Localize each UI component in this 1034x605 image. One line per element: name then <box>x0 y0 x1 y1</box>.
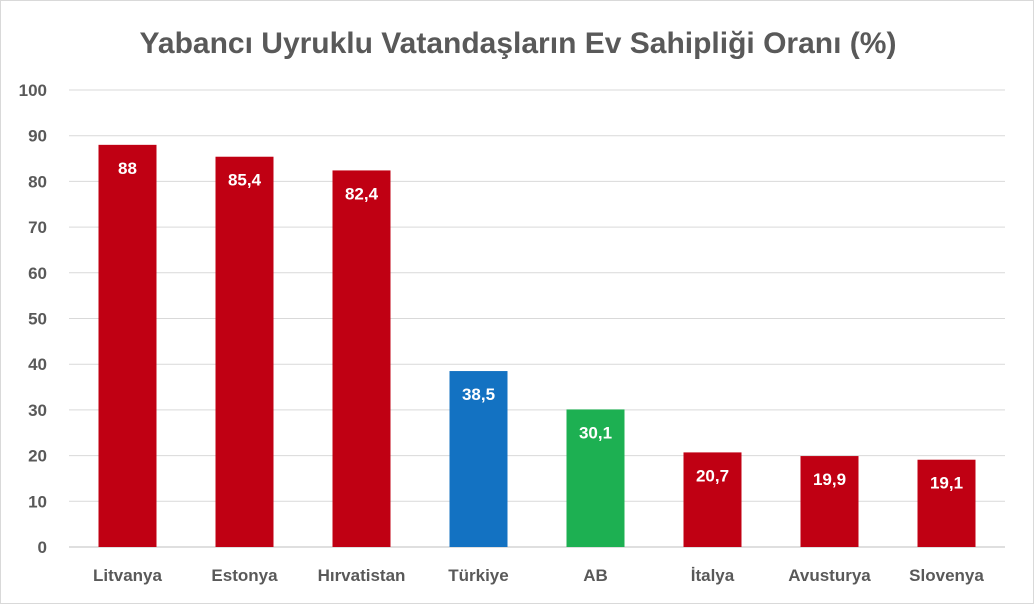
bar-ab <box>566 409 625 547</box>
data-label: 19,9 <box>813 470 846 489</box>
y-tick-label: 80 <box>28 172 47 191</box>
y-tick-label: 50 <box>28 310 47 329</box>
category-label: Hırvatistan <box>318 566 406 585</box>
data-label: 38,5 <box>462 385 495 404</box>
chart-title: Yabancı Uyruklu Vatandaşların Ev Sahipli… <box>140 27 897 60</box>
data-label: 30,1 <box>579 423 612 442</box>
data-label: 85,4 <box>228 171 262 190</box>
category-label: Slovenya <box>909 566 984 585</box>
bar-i̇talya <box>683 452 742 547</box>
data-labels: 88 85,4 82,4 38,5 30,1 20,7 19,9 19,1 <box>118 159 963 493</box>
category-label: İtalya <box>691 566 735 585</box>
data-label: 82,4 <box>345 184 379 203</box>
category-label: Türkiye <box>448 566 508 585</box>
bar-türkiye <box>449 371 508 547</box>
gridlines <box>69 89 1005 548</box>
y-tick-label: 90 <box>28 127 47 146</box>
bar-litvanya <box>98 144 157 547</box>
y-tick-label: 60 <box>28 264 47 283</box>
y-tick-label: 10 <box>28 492 47 511</box>
bar-avusturya <box>800 456 859 547</box>
y-tick-label: 100 <box>19 81 47 100</box>
data-label: 19,1 <box>930 474 963 493</box>
category-label: AB <box>583 566 608 585</box>
category-label: Avusturya <box>788 566 871 585</box>
y-tick-label: 70 <box>28 218 47 237</box>
category-label: Estonya <box>211 566 278 585</box>
bar-slovenya <box>917 459 976 547</box>
x-axis-category-labels: Litvanya Estonya Hırvatistan Türkiye AB İtaly… <box>93 566 984 585</box>
category-label: Litvanya <box>93 566 163 585</box>
bars <box>98 144 976 548</box>
y-tick-label: 0 <box>38 538 47 557</box>
data-label: 20,7 <box>696 466 729 485</box>
y-tick-label: 30 <box>28 401 47 420</box>
y-tick-label: 40 <box>28 355 47 374</box>
y-axis-tick-labels: 0 10 20 30 40 50 60 70 80 90 100 <box>19 81 47 557</box>
bar-estonya <box>215 156 274 548</box>
y-tick-label: 20 <box>28 447 47 466</box>
bar-hırvatistan <box>332 170 391 547</box>
data-label: 88 <box>118 159 137 178</box>
